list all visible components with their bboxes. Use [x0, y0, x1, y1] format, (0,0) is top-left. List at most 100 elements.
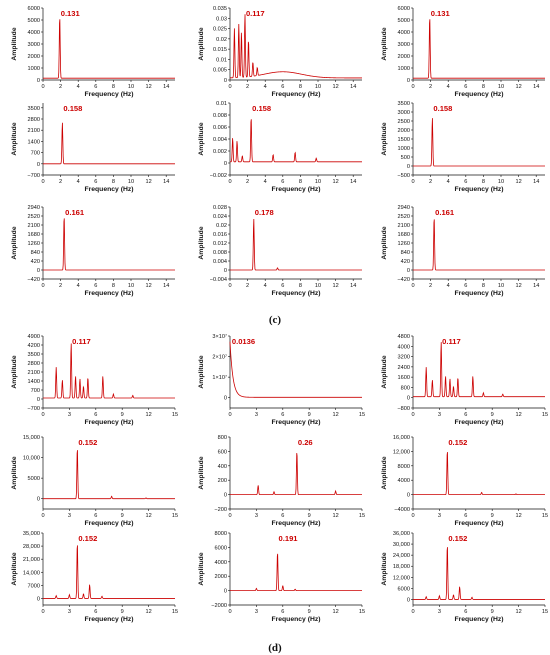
x-tick-label: 12: [515, 179, 521, 185]
x-tick-label: 0: [228, 84, 231, 90]
y-tick-label: 0.035: [213, 6, 227, 12]
x-tick-label: 0: [41, 609, 44, 615]
x-tick-label: 0: [41, 179, 44, 185]
spectrum-line: [413, 342, 545, 398]
x-axis-label: Frequency (Hz): [84, 91, 133, 98]
y-tick-label: 0.01: [216, 101, 227, 107]
x-tick-label: 0: [228, 513, 231, 519]
y-tick-label: 420: [401, 259, 410, 265]
x-tick-label: 8: [299, 283, 302, 289]
x-tick-label: 15: [542, 412, 548, 418]
x-tick-label: 9: [121, 609, 124, 615]
x-tick-label: 0: [41, 412, 44, 418]
y-tick-label: 12,000: [393, 449, 410, 455]
peak-annotation: 0.161: [435, 208, 455, 217]
x-tick-label: 0: [228, 179, 231, 185]
x-tick-label: 10: [498, 84, 504, 90]
y-tick-label: 1000: [398, 66, 410, 72]
y-tick-label: 1680: [398, 232, 410, 238]
y-tick-label: 200: [218, 478, 227, 484]
x-axis-label: Frequency (Hz): [454, 520, 503, 527]
y-tick-label: 6000: [398, 6, 410, 12]
x-tick-label: 15: [359, 412, 365, 418]
x-axis-label: Frequency (Hz): [454, 419, 503, 426]
y-tick-label: 0: [37, 162, 40, 168]
y-tick-label: 0: [224, 589, 227, 595]
x-tick-label: 4: [264, 283, 267, 289]
spectrum-line: [229, 14, 362, 79]
x-tick-label: 0: [228, 283, 231, 289]
x-tick-label: 9: [308, 412, 311, 418]
y-tick-label: −0.004: [210, 277, 227, 283]
x-tick-label: 0: [411, 179, 414, 185]
y-tick-label: 3200: [398, 355, 410, 361]
y-tick-label: −500: [397, 173, 410, 179]
y-tick-label: 600: [218, 449, 227, 455]
x-axis-label: Frequency (Hz): [271, 520, 320, 527]
spectrum-panel-2: 0 0.005 0.01 0.015 0.02 0.025 0.03 0.035 0 2 4 6 8 10…: [198, 6, 362, 98]
y-tick-label: 2400: [398, 365, 410, 371]
x-tick-label: 6: [281, 179, 284, 185]
spectrum-panel-3: 0 1000 2000 3000 4000 5000 6000 0 2 4 6 8 10 12 14 Freq…: [381, 6, 545, 98]
y-tick-label: 36,000: [393, 531, 410, 537]
y-tick-label: 800: [218, 435, 227, 441]
y-tick-label: 3500: [28, 352, 40, 358]
x-tick-label: 14: [350, 84, 356, 90]
y-tick-label: 0: [407, 268, 410, 274]
x-axis-label: Frequency (Hz): [454, 616, 503, 623]
y-tick-label: 3000: [28, 42, 40, 48]
x-tick-label: 4: [77, 283, 80, 289]
peak-annotation: 0.152: [448, 438, 467, 447]
x-tick-label: 8: [112, 179, 115, 185]
x-tick-label: 10: [315, 283, 321, 289]
x-tick-label: 10: [128, 84, 134, 90]
spectrum-line: [43, 450, 175, 500]
y-tick-label: 1260: [28, 241, 40, 247]
y-tick-label: 3500: [398, 101, 410, 107]
x-tick-label: 6: [464, 179, 467, 185]
peak-annotation: 0.117: [442, 337, 461, 346]
x-tick-label: 14: [350, 283, 356, 289]
y-axis-label: Amplitude: [381, 552, 388, 585]
spectrum-line: [230, 218, 362, 271]
x-axis-label: Frequency (Hz): [454, 186, 503, 193]
x-tick-label: 14: [533, 283, 539, 289]
y-tick-label: 35,000: [23, 531, 40, 537]
y-tick-label: 1500: [398, 137, 410, 143]
x-tick-label: 2: [59, 283, 62, 289]
x-tick-label: 12: [145, 412, 151, 418]
spectrum-line: [230, 119, 362, 163]
y-tick-label: 840: [401, 250, 410, 256]
y-tick-label: 8000: [398, 464, 410, 470]
y-tick-label: 15,000: [23, 435, 40, 441]
peak-annotation: 0.158: [252, 104, 271, 113]
y-tick-label: 0.028: [213, 205, 227, 211]
spectrum-panel-1: 0 1000 2000 3000 4000 5000 6000 0 2 4 6 8 10 12 14 Freq…: [11, 6, 175, 98]
x-tick-label: 9: [308, 609, 311, 615]
spectrum-line: [413, 219, 545, 271]
x-tick-label: 10: [498, 283, 504, 289]
y-tick-label: 0.015: [213, 47, 227, 53]
x-tick-label: 3: [438, 609, 441, 615]
y-tick-label: 0.002: [213, 149, 227, 155]
x-tick-label: 9: [491, 609, 494, 615]
y-tick-label: 2520: [28, 214, 40, 220]
y-tick-label: 2000: [28, 54, 40, 60]
y-tick-label: 1×10⁷: [212, 374, 227, 381]
y-tick-label: 500: [401, 155, 410, 161]
y-tick-label: 2000: [398, 54, 410, 60]
x-tick-label: 9: [121, 412, 124, 418]
y-axis-label: Amplitude: [11, 226, 18, 259]
x-tick-label: 0: [411, 84, 414, 90]
y-tick-label: −800: [397, 406, 410, 412]
y-tick-label: −200: [214, 507, 227, 513]
x-tick-label: 6: [94, 609, 97, 615]
y-tick-label: 2500: [398, 119, 410, 125]
y-tick-label: 3500: [28, 106, 40, 112]
y-tick-label: 0.008: [213, 113, 227, 119]
peak-annotation: 0.178: [255, 208, 274, 217]
